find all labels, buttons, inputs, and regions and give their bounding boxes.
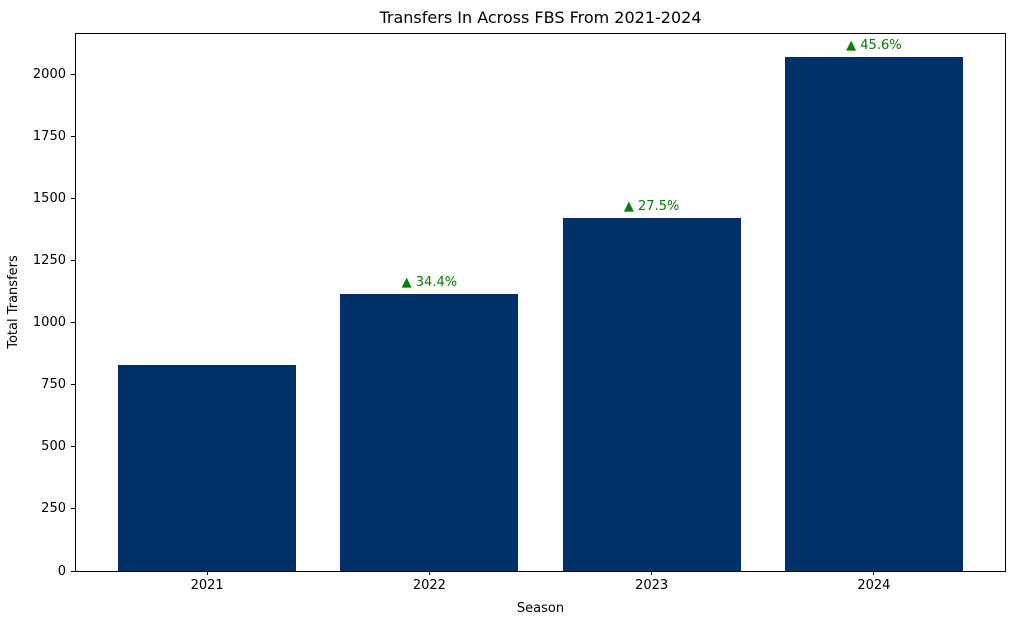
x-tick-label: 2022 (412, 578, 446, 593)
plot-area: 0 250 500 750 1000 1250 1500 1750 2000 2021 2022 ▲ … (33, 33, 1006, 593)
y-tick-label: 0 (57, 563, 66, 579)
y-tick-mark (71, 322, 75, 324)
y-tick-mark (71, 74, 75, 76)
y-tick-label: 1500 (32, 191, 66, 207)
x-tick-label: 2021 (190, 578, 224, 593)
bar (340, 293, 519, 571)
x-axis-label: Season (516, 601, 565, 616)
y-tick-label: 1000 (32, 315, 66, 331)
y-tick-mark (71, 570, 75, 572)
y-tick-label: 750 (41, 377, 66, 393)
y-tick-label: 2000 (32, 67, 66, 83)
y-tick-mark (71, 384, 75, 386)
pct-change-annotation: ▲ 27.5% (623, 198, 680, 214)
y-tick-mark (71, 446, 75, 448)
x-tick-mark (206, 571, 208, 575)
x-tick-mark (428, 571, 430, 575)
y-tick-mark (71, 198, 75, 200)
bar (118, 364, 297, 571)
x-tick-label: 2024 (857, 578, 891, 593)
y-tick-mark (71, 260, 75, 262)
x-tick-mark (873, 571, 875, 575)
y-tick-label: 1750 (32, 129, 66, 145)
bar (562, 217, 741, 571)
pct-change-annotation: ▲ 34.4% (401, 274, 458, 290)
y-tick-mark (71, 508, 75, 510)
chart-title: Transfers In Across FBS From 2021-2024 (379, 8, 702, 27)
y-tick-mark (71, 136, 75, 138)
bar (784, 56, 963, 571)
x-tick-label: 2023 (635, 578, 669, 593)
y-axis-label: Total Transfers (6, 255, 21, 349)
y-tick-label: 500 (41, 439, 66, 455)
y-tick-label: 250 (41, 501, 66, 517)
y-tick-label: 1250 (32, 253, 66, 269)
x-tick-mark (651, 571, 653, 575)
pct-change-annotation: ▲ 45.6% (846, 37, 902, 53)
